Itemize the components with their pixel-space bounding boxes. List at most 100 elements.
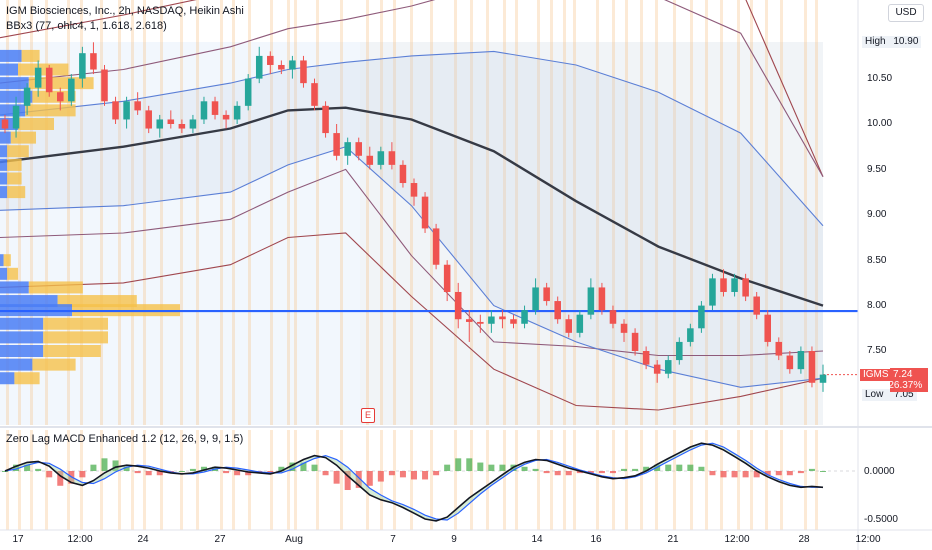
macd-histogram-bar xyxy=(377,471,384,482)
session-stripe xyxy=(380,0,383,425)
macd-title[interactable]: Zero Lag MACD Enhanced 1.2 (12, 26, 9, 9… xyxy=(6,433,244,445)
volume-profile-bar xyxy=(7,172,22,185)
price-tick-950: 9.50 xyxy=(867,164,887,175)
macd-histogram-bar xyxy=(79,471,86,478)
session-stripe xyxy=(270,430,273,530)
macd-histogram-bar xyxy=(57,471,64,486)
volume-profile-bar xyxy=(0,372,15,385)
volume-profile-bar xyxy=(43,317,109,330)
session-stripe xyxy=(340,0,343,425)
macd-histogram-bar xyxy=(609,471,616,474)
currency-button[interactable]: USD xyxy=(888,4,924,22)
band-fill xyxy=(0,51,823,388)
macd-histogram-bar xyxy=(786,471,793,476)
session-stripe xyxy=(655,430,658,530)
macd-histogram-bar xyxy=(598,471,605,474)
session-stripe xyxy=(6,0,9,425)
session-stripe xyxy=(18,0,21,425)
candle-body xyxy=(222,114,230,120)
candle-body xyxy=(267,55,274,65)
session-stripe xyxy=(30,430,33,530)
volume-profile-bar xyxy=(28,77,94,90)
volume-profile-bar xyxy=(14,372,40,385)
candle-body xyxy=(377,151,385,165)
candle-body xyxy=(775,341,783,356)
earnings-marker[interactable]: E xyxy=(361,408,375,423)
candle-body xyxy=(134,101,141,111)
macd-histogram-bar xyxy=(455,458,462,471)
candle-body xyxy=(731,278,738,292)
price-change: -26.37% xyxy=(885,380,923,391)
macd-histogram-bar xyxy=(223,471,230,474)
candle-body xyxy=(244,78,252,106)
session-stripe xyxy=(6,430,9,530)
macd-histogram-bar xyxy=(444,464,451,471)
candle-body xyxy=(23,87,31,106)
time-tick: 12:00 xyxy=(67,534,93,545)
price-tick-800: 8.00 xyxy=(867,300,887,311)
macd-histogram-bar xyxy=(123,466,130,471)
session-stripe xyxy=(393,0,396,425)
volume-profile-bar xyxy=(7,267,18,280)
macd-histogram-bar xyxy=(775,471,782,476)
macd-histogram-bar xyxy=(665,464,672,471)
price-tick-900: 9.00 xyxy=(867,209,887,220)
time-tick: 9 xyxy=(451,534,457,545)
session-stripe xyxy=(720,430,723,530)
volume-profile-bar xyxy=(0,186,8,199)
session-stripe xyxy=(80,0,83,425)
candle-body xyxy=(653,364,661,374)
macd-histogram-bar xyxy=(189,468,196,471)
volume-profile-bar xyxy=(3,254,11,267)
indicator-label[interactable]: BBx3 (77, ohlc4, 1, 1.618, 2.618) xyxy=(6,20,167,32)
time-tick: 27 xyxy=(214,534,226,545)
session-stripe xyxy=(563,430,566,530)
price-tick-750: 7.50 xyxy=(867,345,887,356)
session-stripe xyxy=(537,0,540,425)
time-tick: 24 xyxy=(137,534,149,545)
session-stripe xyxy=(160,0,163,425)
macd-histogram-bar xyxy=(709,471,716,476)
session-stripe xyxy=(750,430,753,530)
session-stripe xyxy=(625,430,628,530)
candle-body xyxy=(167,119,175,124)
volume-profile-bar xyxy=(0,331,44,344)
macd-histogram-bar xyxy=(234,471,241,476)
volume-profile-bar xyxy=(0,295,58,308)
session-stripe xyxy=(410,0,413,425)
macd-histogram-bar xyxy=(621,468,628,471)
volume-profile-bar xyxy=(10,131,37,144)
candle-body xyxy=(532,287,539,311)
session-stripe xyxy=(673,430,676,530)
candle-body xyxy=(698,305,705,329)
volume-profile-bar xyxy=(7,186,26,199)
session-stripe xyxy=(563,0,566,425)
session-stripe xyxy=(503,0,506,425)
session-stripe xyxy=(503,430,506,530)
session-stripe xyxy=(705,430,708,530)
macd-histogram-bar xyxy=(112,460,119,471)
time-tick: 12:00 xyxy=(855,534,881,545)
session-stripe xyxy=(573,0,576,425)
session-stripe xyxy=(160,430,163,530)
candle-body xyxy=(576,314,584,333)
candle-body xyxy=(311,83,318,106)
session-stripe xyxy=(196,0,199,425)
macd-histogram-bar xyxy=(289,462,296,471)
volume-profile-bar xyxy=(0,267,8,280)
time-tick: 12:00 xyxy=(724,534,750,545)
candle-body xyxy=(90,53,97,70)
session-stripe xyxy=(196,430,199,530)
low-label-text: Low xyxy=(865,389,884,400)
candle-body xyxy=(742,278,749,297)
session-stripe xyxy=(550,430,553,530)
macd-histogram-bar xyxy=(576,471,583,474)
volume-profile-bar xyxy=(0,49,22,62)
session-stripe xyxy=(131,430,134,530)
session-stripe xyxy=(690,0,693,425)
time-tick: 21 xyxy=(667,534,679,545)
volume-profile-bar xyxy=(7,158,22,171)
low-label: Low 7.05 xyxy=(862,389,917,401)
candle-body xyxy=(333,133,340,156)
